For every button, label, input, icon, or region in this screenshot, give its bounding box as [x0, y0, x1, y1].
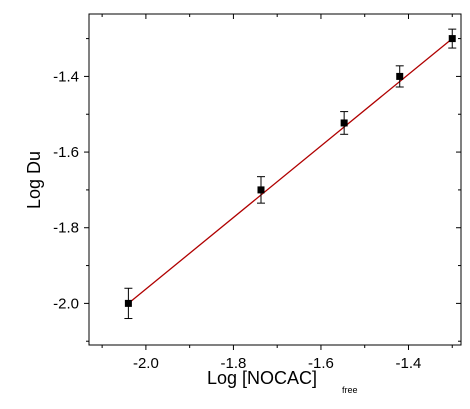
x-tick-label: -1.8: [220, 355, 246, 372]
x-tick-label: -2.0: [133, 355, 159, 372]
data-point: [257, 186, 265, 194]
plot-frame: [88, 13, 462, 346]
data-points: [124, 28, 457, 320]
y-tick-label: -1.8: [53, 220, 79, 237]
data-point: [340, 119, 348, 127]
data-point: [448, 35, 456, 43]
fit-line: [127, 38, 453, 304]
x-tick-label: -1.4: [396, 355, 422, 372]
data-point: [396, 72, 404, 80]
y-tick-label: -1.6: [53, 144, 79, 161]
data-point: [124, 299, 132, 307]
y-tick-label: -1.4: [53, 68, 79, 85]
axis-ticks: -2.0 -1.8 -1.6 -1.4 -2.0 -1.8 -1.6 -1.4: [53, 14, 461, 372]
x-axis-title: Log [NOCAC]: [207, 368, 317, 388]
y-axis-title: Log Du: [24, 151, 44, 209]
x-axis-title-subscript: free: [342, 385, 358, 395]
fit-line-group: [127, 38, 453, 304]
x-tick-label: -1.6: [308, 355, 334, 372]
y-tick-label: -2.0: [53, 295, 79, 312]
